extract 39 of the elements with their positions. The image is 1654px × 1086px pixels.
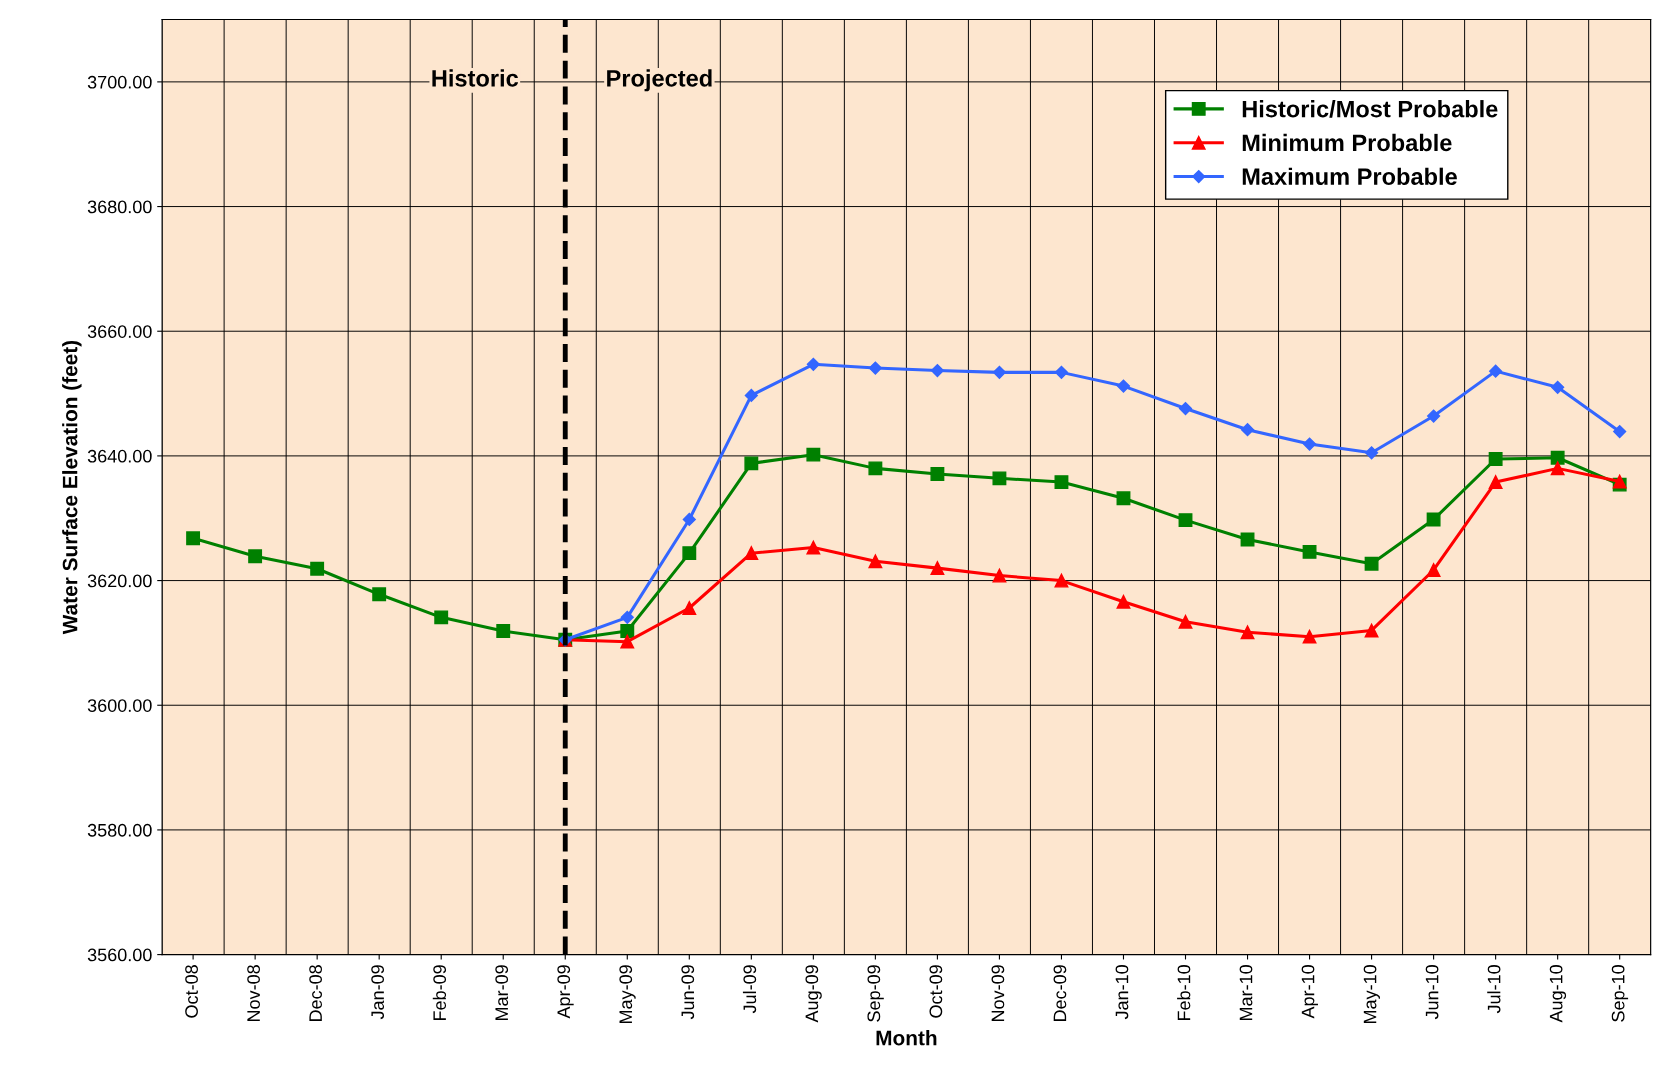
annotation: Projected [607, 69, 712, 92]
legend-label: Historic/Most Probable [1242, 100, 1498, 118]
y-tick-label: 3600.00 [87, 699, 152, 712]
x-tick-label: Jan-10 [1115, 965, 1129, 1020]
annotation: Historic [432, 69, 519, 87]
x-tick-label: Jun-09 [681, 965, 695, 1020]
y-tick-label: 3580.00 [87, 823, 152, 837]
x-tick-label: Nov-09 [991, 965, 1005, 1022]
x-tick-label: Feb-09 [432, 965, 447, 1021]
y-tick-label: 3700.00 [87, 75, 152, 89]
x-tick-label: Sep-09 [867, 965, 884, 1022]
x-tick-label: Jul-09 [742, 965, 757, 1014]
x-tick-label: Mar-09 [495, 965, 509, 1021]
legend-label: Minimum Probable [1242, 133, 1452, 152]
x-tick-label: May-10 [1363, 965, 1380, 1024]
x-axis-title: Month [876, 1030, 937, 1046]
x-tick-label: Dec-08 [309, 965, 322, 1022]
y-axis-title: Water Surface Elevation (feet) [62, 340, 82, 635]
x-tick-label: Feb-10 [1177, 965, 1191, 1021]
x-tick-label: Jul-10 [1487, 965, 1501, 1014]
legend-label: Maximum Probable [1242, 167, 1457, 186]
y-tick-label: 3660.00 [87, 325, 152, 338]
x-tick-label: Nov-08 [247, 965, 260, 1022]
x-tick-label: Aug-09 [805, 965, 822, 1023]
y-tick-label: 3680.00 [87, 200, 152, 214]
x-tick-label: Apr-10 [1301, 965, 1318, 1019]
x-tick-label: Oct-08 [185, 965, 198, 1018]
x-tick-label: May-09 [619, 965, 636, 1024]
x-tick-label: Jan-09 [371, 965, 385, 1020]
y-tick-label: 3640.00 [87, 449, 152, 463]
x-tick-label: Jun-10 [1425, 965, 1439, 1020]
x-tick-label: Mar-10 [1239, 965, 1253, 1021]
x-tick-label: Dec-09 [1053, 965, 1067, 1022]
y-tick-label: 3620.00 [87, 574, 152, 588]
x-tick-label: Oct-09 [929, 965, 943, 1018]
x-tick-label: Aug-10 [1549, 965, 1567, 1023]
y-tick-label: 3560.00 [87, 948, 152, 962]
x-tick-label: Apr-09 [557, 965, 574, 1019]
x-tick-label: Sep-10 [1611, 965, 1629, 1022]
